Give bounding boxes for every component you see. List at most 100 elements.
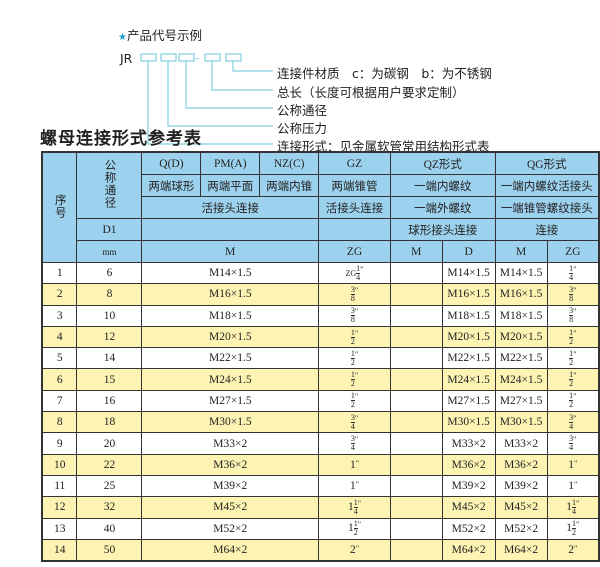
header-qg2: 一端内螺纹活接头 bbox=[494, 174, 600, 197]
cell-qg-m: M16×1.5 bbox=[494, 283, 548, 306]
cell-qz-m bbox=[389, 347, 443, 370]
cell-dn: 16 bbox=[76, 389, 143, 413]
table-row: 11 25 M39×2 1" M39×2 M39×2 1" bbox=[41, 474, 600, 498]
cell-qg-m: M30×1.5 bbox=[494, 411, 548, 434]
cell-no: 3 bbox=[41, 304, 78, 327]
cell-qz-d: M27×1.5 bbox=[441, 389, 496, 413]
cell-no: 7 bbox=[41, 389, 78, 413]
cell-qg-m: M18×1.5 bbox=[494, 304, 548, 327]
cell-dn: 6 bbox=[76, 261, 143, 285]
cell-qg-m: M64×2 bbox=[494, 538, 548, 562]
cell-no: 13 bbox=[41, 517, 78, 540]
cell-m: M16×1.5 bbox=[141, 283, 320, 306]
cell-qz-d: M24×1.5 bbox=[441, 368, 496, 391]
header-seq: 序号 bbox=[41, 151, 78, 263]
cell-zg: 1 2 " bbox=[318, 368, 391, 391]
header-gz2: 两端锥管 bbox=[318, 174, 391, 197]
cell-no: 2 bbox=[41, 283, 78, 306]
header-qd2: 两端球形 bbox=[141, 174, 202, 197]
cell-qz-d: M20×1.5 bbox=[441, 325, 496, 349]
leader-line bbox=[167, 61, 273, 127]
cell-m: M18×1.5 bbox=[141, 304, 320, 327]
cell-dn: 14 bbox=[76, 347, 143, 370]
table-row: 13 40 M52×2 1 1 2 " M52×2 M52×2 1 1 2 " bbox=[41, 517, 600, 540]
header-d1: D1 bbox=[76, 218, 143, 241]
label-diameter: 公称通径 bbox=[277, 103, 328, 118]
cell-zg: 1 2 " bbox=[318, 325, 391, 349]
cell-qz-m bbox=[389, 368, 443, 391]
cell-qg-zg: 3 4 " bbox=[546, 432, 600, 455]
cell-no: 5 bbox=[41, 347, 78, 370]
header-qg: QG形式 bbox=[494, 151, 600, 175]
cell-no: 12 bbox=[41, 496, 78, 519]
cell-qz-m bbox=[389, 496, 443, 519]
code-prefix: JR bbox=[120, 51, 133, 66]
cell-qg-zg: 1 1 4 " bbox=[546, 496, 600, 519]
cell-qg-zg: 1" bbox=[546, 474, 600, 498]
cell-qz-m bbox=[389, 453, 443, 476]
code-box bbox=[140, 53, 157, 62]
cell-qz-m bbox=[389, 411, 443, 434]
table-row: 9 20 M33×2 3 4 " M33×2 M33×2 3 4 " bbox=[41, 432, 600, 455]
cell-qz-m bbox=[389, 389, 443, 413]
header-union: 活接头连接 bbox=[141, 196, 320, 219]
header-empty bbox=[141, 218, 320, 241]
cell-qz-m bbox=[389, 325, 443, 349]
cell-qg-m: M33×2 bbox=[494, 432, 548, 455]
header-nz: NZ(C) bbox=[259, 151, 320, 175]
cell-m: M45×2 bbox=[141, 496, 320, 519]
header-dn: 公称通径 bbox=[76, 151, 143, 219]
cell-qz-m bbox=[389, 432, 443, 455]
cell-qg-m: M27×1.5 bbox=[494, 389, 548, 413]
cell-dn: 40 bbox=[76, 517, 143, 540]
cell-m: M20×1.5 bbox=[141, 325, 320, 349]
table-title: 螺母连接形式参考表 bbox=[40, 129, 202, 149]
cell-qz-d: M39×2 bbox=[441, 474, 496, 498]
cell-zg: 1" bbox=[318, 474, 391, 498]
cell-no: 6 bbox=[41, 368, 78, 391]
cell-dn: 18 bbox=[76, 411, 143, 434]
cell-qz-d: M14×1.5 bbox=[441, 261, 496, 285]
cell-qz-d: M18×1.5 bbox=[441, 304, 496, 327]
cell-dn: 25 bbox=[76, 474, 143, 498]
cell-dn: 12 bbox=[76, 325, 143, 349]
cell-dn: 10 bbox=[76, 304, 143, 327]
table-row: 7 16 M27×1.5 1 2 " M27×1.5 M27×1.5 1 2 " bbox=[41, 389, 600, 413]
cell-zg: 3 4 " bbox=[318, 411, 391, 434]
cell-qz-m bbox=[389, 304, 443, 327]
table-row: 2 8 M16×1.5 3 8 " M16×1.5 M16×1.5 3 8 " bbox=[41, 283, 600, 306]
header-qzm: M bbox=[389, 240, 443, 263]
cell-m: M36×2 bbox=[141, 453, 320, 476]
cell-zg: 3 8 " bbox=[318, 304, 391, 327]
cell-zg: ZG 1 4 " bbox=[318, 261, 391, 285]
header-qz4: 球形接头连接 bbox=[389, 218, 496, 241]
header-qzd: D bbox=[441, 240, 496, 263]
cell-dn: 15 bbox=[76, 368, 143, 391]
cell-dn: 50 bbox=[76, 538, 143, 562]
cell-zg: 3 8 " bbox=[318, 283, 391, 306]
star-icon: ★ bbox=[118, 32, 127, 43]
cell-m: M33×2 bbox=[141, 432, 320, 455]
cell-qz-m bbox=[389, 517, 443, 540]
header-qz: QZ形式 bbox=[389, 151, 496, 175]
header-qd: Q(D) bbox=[141, 151, 202, 175]
code-diagram bbox=[140, 53, 273, 145]
heading-text: 产品代号示例 bbox=[126, 28, 202, 43]
diagram-heading: ★产品代号示例 bbox=[118, 25, 202, 44]
header-qg3: 一端锥管螺纹接头 bbox=[494, 196, 600, 219]
